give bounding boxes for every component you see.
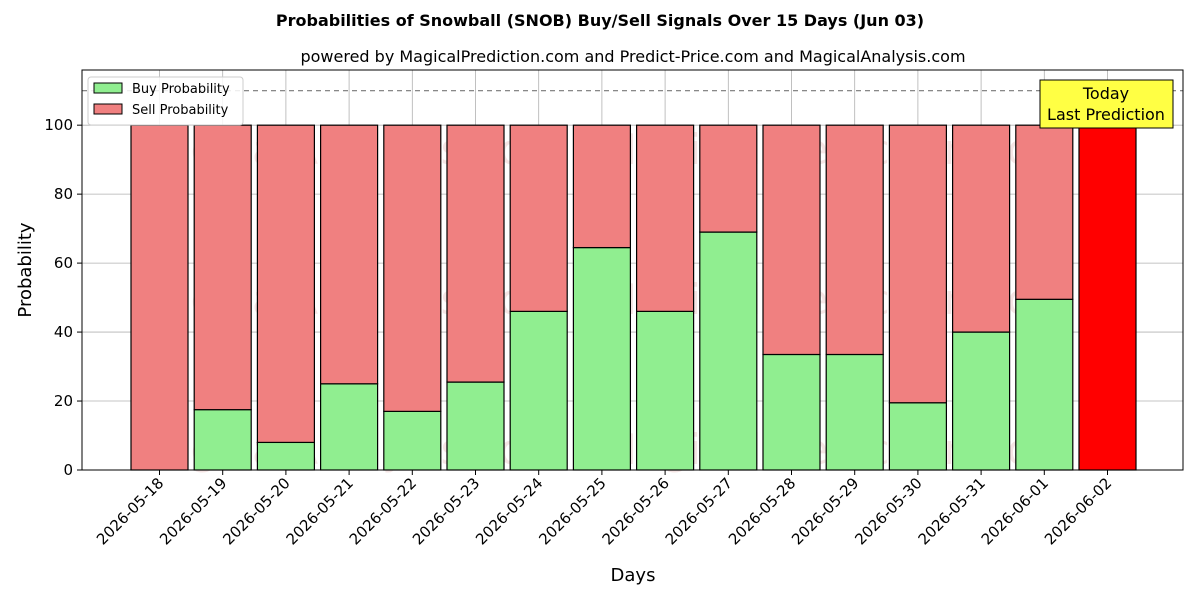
today-annotation-line1: Today (1082, 84, 1129, 103)
bar-buy (320, 383, 379, 471)
x-tick-label: 2026-05-24 (472, 474, 546, 548)
x-tick-label: 2026-05-22 (346, 474, 420, 548)
bar-buy (572, 246, 632, 471)
bar-layer (130, 124, 1137, 471)
x-tick-label: 2026-05-25 (535, 474, 609, 548)
bar-buy (951, 331, 1011, 471)
x-tick-label: 2026-05-26 (599, 474, 673, 548)
bar-buy (635, 310, 695, 471)
x-tick-label: 2026-05-18 (93, 474, 167, 548)
legend-swatch-buy (93, 82, 123, 94)
bar-sell (888, 124, 948, 404)
x-tick-label: 2026-05-20 (219, 474, 293, 548)
y-tick-label: 100 (44, 116, 73, 134)
x-tick-label: 2026-05-19 (156, 474, 230, 548)
x-tick-label: 2026-05-29 (788, 474, 862, 548)
x-tick-label: 2026-05-23 (409, 474, 483, 548)
y-tick-label: 0 (63, 461, 73, 479)
today-annotation: Today Last Prediction (1039, 79, 1174, 129)
bar-buy (1015, 298, 1074, 471)
bar-sell (256, 124, 315, 444)
x-tick-layer: 2026-05-182026-05-192026-05-202026-05-21… (93, 470, 1115, 548)
y-tick-label: 80 (54, 185, 73, 203)
legend-label-sell: Sell Probability (132, 103, 229, 118)
today-annotation-box (1039, 79, 1174, 129)
x-tick-label: 2026-05-30 (851, 474, 925, 548)
legend-box (87, 76, 244, 126)
bar-sell (1078, 124, 1137, 471)
legend: Buy Probability Sell Probability (87, 76, 244, 126)
bar-sell (572, 124, 632, 249)
bar-buy (383, 410, 442, 471)
y-tick-label: 40 (54, 323, 73, 341)
x-tick-label: 2026-06-02 (1041, 474, 1115, 548)
chart-subtitle: powered by MagicalPrediction.com and Pre… (300, 47, 965, 66)
bar-sell (320, 124, 379, 385)
bar-sell (951, 124, 1011, 333)
bar-sell (446, 124, 505, 383)
y-tick-label: 60 (54, 254, 73, 272)
x-tick-label: 2026-05-31 (915, 474, 989, 548)
today-annotation-line2: Last Prediction (1047, 105, 1165, 124)
bar-sell (383, 124, 442, 412)
plot-frame (81, 69, 1184, 471)
bar-sell (825, 124, 884, 356)
chart-title: Probabilities of Snowball (SNOB) Buy/Sel… (276, 11, 924, 30)
y-tick-layer: 0 20 40 60 80 100 (44, 116, 82, 479)
y-axis-label: Probability (15, 222, 36, 317)
legend-label-buy: Buy Probability (132, 82, 230, 97)
bar-buy (256, 441, 315, 471)
x-tick-label: 2026-05-27 (662, 474, 736, 548)
bar-sell (130, 124, 189, 471)
bar-buy (193, 409, 252, 471)
x-tick-label: 2026-05-21 (283, 474, 357, 548)
bar-buy (699, 231, 758, 471)
bar-sell (193, 124, 252, 411)
bar-sell (635, 124, 695, 312)
y-tick-label: 20 (54, 392, 73, 410)
bar-buy (762, 353, 821, 471)
legend-swatch-sell (93, 103, 123, 115)
bar-buy (825, 353, 884, 471)
bar-buy (446, 381, 505, 471)
x-tick-label: 2026-06-01 (978, 474, 1052, 548)
bar-sell (762, 124, 821, 356)
bar-sell (699, 124, 758, 233)
bar-buy (509, 310, 568, 471)
bar-buy (888, 402, 948, 471)
bar-sell (509, 124, 568, 312)
bar-sell (1015, 124, 1074, 300)
x-tick-label: 2026-05-28 (725, 474, 799, 548)
x-axis-label: Days (611, 565, 656, 586)
